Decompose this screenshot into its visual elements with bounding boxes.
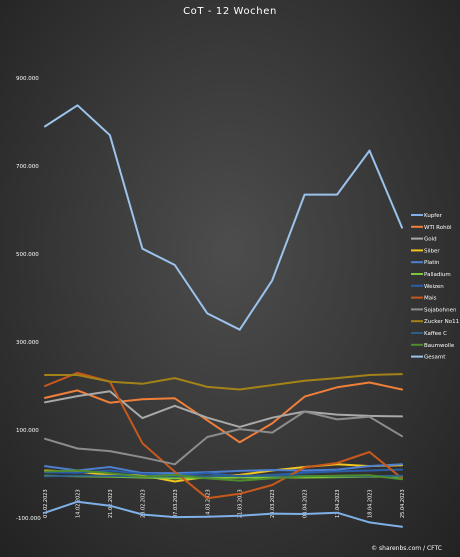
y-tick-label: 700.000 (16, 164, 39, 170)
legend-label: Gesamt (424, 355, 446, 361)
legend: Kupfer WTI Rohöl Gold Silber Platin Palladium… (411, 213, 459, 361)
legend-label: Gold (424, 237, 437, 243)
series-line (44, 104, 403, 331)
x-tick-label: 28.03.2023 (270, 489, 276, 518)
series-line (44, 500, 403, 528)
x-tick-label: 14.03.2023 (205, 489, 211, 518)
x-tick-label: 21.03.2023 (238, 489, 244, 518)
chart-title: CoT - 12 Wochen (183, 6, 277, 17)
legend-label: Palladium (424, 272, 451, 278)
series-line (44, 463, 403, 475)
series-line (44, 468, 403, 478)
series-line (44, 410, 403, 466)
legend-label: Kaffee C (424, 331, 447, 337)
source-watermark: © sharenbs.com / CFTC (371, 545, 442, 552)
legend-label: Weizen (424, 284, 444, 290)
legend-label: Silber (424, 248, 440, 254)
legend-label: Mais (424, 296, 437, 302)
x-tick-label: 25.04.2023 (400, 489, 406, 518)
x-tick-label: 11.04.2023 (335, 489, 341, 518)
y-axis: -100.000 100.000 300.000 500.000 700.000 900.… (16, 76, 41, 522)
series-line (44, 373, 403, 391)
legend-label: Zucker No11 (424, 319, 459, 325)
y-tick-label: -100.000 (16, 516, 41, 522)
x-axis: 07.02.2023 14.02.2023 21.02.2023 28.02.2023… (43, 489, 406, 518)
series-line (44, 469, 403, 482)
legend-label: Baumwolle (424, 343, 455, 349)
x-tick-label: 07.03.2023 (173, 489, 179, 518)
legend-label: Sojabohnen (424, 307, 457, 313)
legend-label: Kupfer (424, 213, 443, 219)
y-tick-label: 100.000 (16, 428, 39, 434)
x-tick-label: 07.02.2023 (43, 489, 49, 518)
legend-label: WTI Rohöl (424, 225, 452, 231)
x-tick-label: 28.02.2023 (140, 489, 146, 518)
plot-area (44, 104, 403, 528)
series-line (44, 390, 403, 428)
y-tick-label: 500.000 (16, 252, 39, 258)
x-tick-label: 04.04.2023 (303, 489, 309, 518)
x-tick-label: 14.02.2023 (75, 489, 81, 518)
legend-label: Platin (424, 260, 440, 266)
x-tick-label: 18.04.2023 (368, 489, 374, 518)
x-tick-label: 21.02.2023 (108, 489, 114, 518)
series-line (44, 381, 403, 444)
y-tick-label: 900.000 (16, 76, 39, 82)
y-tick-label: 300.000 (16, 340, 39, 346)
